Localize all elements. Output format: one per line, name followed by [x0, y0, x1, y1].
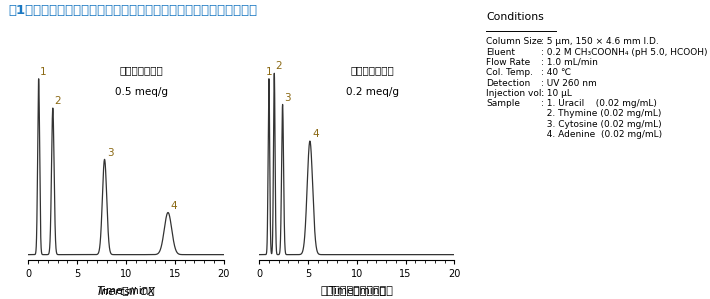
Text: 3: 3: [107, 147, 114, 158]
X-axis label: Time（min）: Time（min）: [97, 285, 155, 295]
Text: 4: 4: [171, 201, 178, 211]
Text: : 5 μm, 150 × 4.6 mm I.D.: : 5 μm, 150 × 4.6 mm I.D.: [541, 37, 659, 46]
X-axis label: Time（min）: Time（min）: [328, 285, 386, 295]
Text: 1: 1: [266, 67, 272, 77]
Text: 2: 2: [54, 96, 61, 106]
Text: 4: 4: [312, 129, 319, 139]
Text: 2: 2: [275, 62, 282, 71]
Text: Detection: Detection: [486, 79, 530, 88]
Text: 3. Cytosine (0.02 mg/mL): 3. Cytosine (0.02 mg/mL): [541, 120, 662, 129]
Text: 4. Adenine  (0.02 mg/mL): 4. Adenine (0.02 mg/mL): [541, 130, 662, 139]
Text: 3: 3: [284, 93, 290, 103]
Text: Col. Temp.: Col. Temp.: [486, 68, 533, 77]
Text: Column Size: Column Size: [486, 37, 542, 46]
Text: : UV 260 nm: : UV 260 nm: [541, 79, 597, 88]
Text: : 1. Uracil    (0.02 mg/mL): : 1. Uracil (0.02 mg/mL): [541, 99, 657, 108]
Text: Eluent: Eluent: [486, 48, 515, 57]
Text: イオン交換容量: イオン交換容量: [351, 65, 394, 75]
Text: Conditions: Conditions: [486, 12, 544, 22]
Text: Flow Rate: Flow Rate: [486, 58, 530, 67]
Text: : 0.2 M CH₃COONH₄ (pH 5.0, HCOOH): : 0.2 M CH₃COONH₄ (pH 5.0, HCOOH): [541, 48, 708, 57]
Text: Sample: Sample: [486, 99, 520, 108]
Text: : 40 ℃: : 40 ℃: [541, 68, 571, 77]
Text: 2. Thymine (0.02 mg/mL): 2. Thymine (0.02 mg/mL): [541, 109, 662, 118]
Text: 市販陽イオン交換カラム: 市販陽イオン交換カラム: [321, 286, 393, 297]
Text: 1: 1: [40, 67, 47, 77]
Text: Injection vol.: Injection vol.: [486, 89, 545, 98]
Text: 0.5 meq/g: 0.5 meq/g: [115, 87, 168, 97]
Text: 図1　イオン交換容量の異なる市販陽イオン交換カラムとの分析比較: 図1 イオン交換容量の異なる市販陽イオン交換カラムとの分析比較: [9, 4, 258, 17]
Text: : 1.0 mL/min: : 1.0 mL/min: [541, 58, 598, 67]
Text: Inertsil CX: Inertsil CX: [98, 286, 155, 297]
Text: 0.2 meq/g: 0.2 meq/g: [346, 87, 399, 97]
Text: : 10 μL: : 10 μL: [541, 89, 572, 98]
Text: イオン交換容量: イオン交換容量: [120, 65, 163, 75]
